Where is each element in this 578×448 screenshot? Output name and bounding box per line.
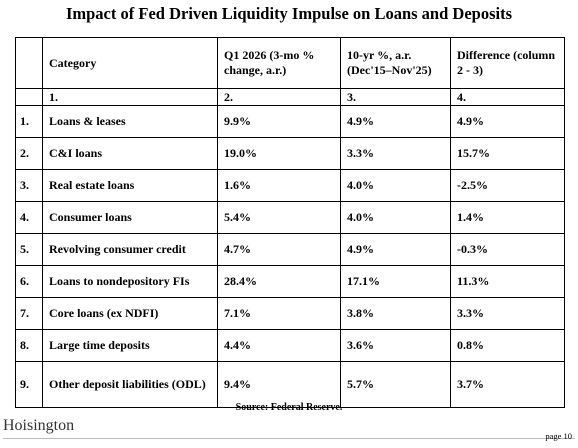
cell: 1.: [42, 88, 218, 106]
cell: 1.: [15, 105, 43, 138]
table-row: 2. C&I loans 19.0% 3.3% 15.7%: [15, 137, 565, 170]
cell: 3.3%: [450, 297, 565, 330]
cell: 4.0%: [340, 201, 451, 234]
table-row: 8. Large time deposits 4.4% 3.6% 0.8%: [15, 329, 565, 362]
cell: Large time deposits: [42, 329, 218, 362]
cell: 3.6%: [340, 329, 451, 362]
cell: 3.3%: [340, 137, 451, 170]
cell: 4.9%: [450, 105, 565, 138]
cell: 5.: [15, 233, 43, 266]
cell: 5.7%: [340, 361, 451, 408]
cell: 19.0%: [217, 137, 341, 170]
cell: 4.9%: [340, 105, 451, 138]
cell: Real estate loans: [42, 169, 218, 202]
cell: Revolving consumer credit: [42, 233, 218, 266]
table-row: 3. Real estate loans 1.6% 4.0% -2.5%: [15, 169, 565, 202]
page-number: page 10: [545, 431, 572, 441]
cell: 2.: [217, 88, 341, 106]
source: Source: Federal Reserve.: [235, 402, 343, 413]
title: Impact of Fed Driven Liquidity Impulse o…: [65, 4, 513, 23]
cell: 28.4%: [217, 265, 341, 298]
cell: Difference (column 2 - 3): [450, 37, 565, 89]
cell: -2.5%: [450, 169, 565, 202]
cell: 10-yr %, a.r. (Dec'15–Nov'25): [340, 37, 451, 89]
cell: 1.6%: [217, 169, 341, 202]
cell: 15.7%: [450, 137, 565, 170]
column-number-row: 1. 2. 3. 4.: [15, 88, 565, 106]
cell: 7.1%: [217, 297, 341, 330]
table-row: 6. Loans to nondepository FIs 28.4% 17.1% 11…: [15, 265, 565, 298]
cell: 4.7%: [217, 233, 341, 266]
cell: 6.: [15, 265, 43, 298]
cell: 17.1%: [340, 265, 451, 298]
cell: C&I loans: [42, 137, 218, 170]
header-row: Category Q1 2026 (3-mo % change, a.r.) 10-…: [15, 37, 565, 89]
table-row: 1. Loans & leases 9.9% 4.9% 4.9%: [15, 105, 565, 138]
cell: 9.: [15, 361, 43, 408]
cell: Core loans (ex NDFI): [42, 297, 218, 330]
table-row: 4. Consumer loans 5.4% 4.0% 1.4%: [15, 201, 565, 234]
cell: 5.4%: [217, 201, 341, 234]
cell: Consumer loans: [42, 201, 218, 234]
cell: 3.: [340, 88, 451, 106]
table: Category Q1 2026 (3-mo % change, a.r.) 10-…: [15, 37, 565, 408]
cell: 4.9%: [340, 233, 451, 266]
cell: Q1 2026 (3-mo % change, a.r.): [217, 37, 341, 89]
cell: 4.: [450, 88, 565, 106]
cell: Loans & leases: [42, 105, 218, 138]
cell: -0.3%: [450, 233, 565, 266]
cell: 0.8%: [450, 329, 565, 362]
cell: 4.0%: [340, 169, 451, 202]
cell: 11.3%: [450, 265, 565, 298]
cell: 4.: [15, 201, 43, 234]
cell: 3.7%: [450, 361, 565, 408]
cell: 8.: [15, 329, 43, 362]
cell: 9.4%: [217, 361, 341, 408]
footer-rule: [3, 438, 575, 439]
cell: 7.: [15, 297, 43, 330]
cell: 9.9%: [217, 105, 341, 138]
cell: 3.8%: [340, 297, 451, 330]
cell: 3.: [15, 169, 43, 202]
cell: [15, 88, 43, 106]
cell: Loans to nondepository FIs: [42, 265, 218, 298]
cell: [15, 37, 43, 89]
cell: Category: [42, 37, 218, 89]
cell: 1.4%: [450, 201, 565, 234]
cell: 4.4%: [217, 329, 341, 362]
cell: 2.: [15, 137, 43, 170]
logo: Hoisington: [3, 417, 75, 434]
table-row: 9. Other deposit liabilities (ODL) 9.4% 5.7…: [15, 361, 565, 408]
table-row: 5. Revolving consumer credit 4.7% 4.9% -0.3%: [15, 233, 565, 266]
table-row: 7. Core loans (ex NDFI) 7.1% 3.8% 3.3%: [15, 297, 565, 330]
cell: Other deposit liabilities (ODL): [42, 361, 218, 408]
